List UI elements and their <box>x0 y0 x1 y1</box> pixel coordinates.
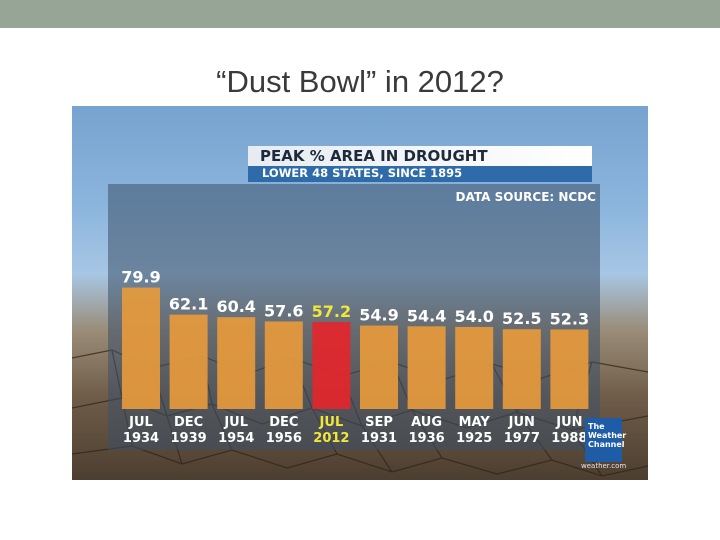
category-year-label: 1954 <box>218 431 254 446</box>
category-month-label: JUN <box>508 415 535 430</box>
category-month-label: SEP <box>365 415 393 430</box>
category-month-label: DEC <box>174 415 203 430</box>
bar <box>360 325 398 409</box>
bar-value-label: 52.5 <box>502 309 541 328</box>
bar <box>502 329 541 409</box>
bar <box>264 321 303 409</box>
category-month-label: JUN <box>555 415 582 430</box>
category-month-label: MAY <box>459 415 491 430</box>
bar-value-label: 60.4 <box>216 297 255 316</box>
bar-value-label: 54.0 <box>454 307 493 326</box>
category-year-label: 1988 <box>551 431 587 446</box>
slide-top-band <box>0 0 720 28</box>
bar-value-label: 52.3 <box>550 310 589 329</box>
logo-text: The Weather Channel <box>588 422 627 449</box>
category-month-label: AUG <box>411 415 442 430</box>
category-year-label: 1925 <box>456 431 492 446</box>
category-month-label: JUL <box>319 415 344 430</box>
category-year-label: 1956 <box>266 431 302 446</box>
category-month-label: JUL <box>223 415 248 430</box>
bar <box>550 329 589 409</box>
category-month-label: JUL <box>128 415 153 430</box>
bar-value-label: 54.9 <box>359 306 398 325</box>
header-title-strip <box>248 146 592 166</box>
bar <box>169 314 208 409</box>
bar-value-label: 54.4 <box>407 306 446 325</box>
category-year-label: 2012 <box>313 431 349 446</box>
bar-value-label: 62.1 <box>169 295 208 314</box>
category-year-label: 1977 <box>504 431 540 446</box>
bar-chart: 79.9JUL193462.1DEC193960.4JUL195457.6DEC… <box>121 268 589 446</box>
category-year-label: 1934 <box>123 431 159 446</box>
category-year-label: 1936 <box>409 431 445 446</box>
logo-website: weather.com <box>581 462 627 470</box>
bar-value-label: 57.6 <box>264 301 303 320</box>
bar <box>455 326 494 409</box>
chart-subtitle: LOWER 48 STATES, SINCE 1895 <box>262 166 463 180</box>
bar-value-label: 57.2 <box>312 302 351 321</box>
category-month-label: DEC <box>269 415 298 430</box>
bar-value-label: 79.9 <box>121 268 160 287</box>
data-source-label: DATA SOURCE: NCDC <box>455 190 596 204</box>
drought-graphic-image: PEAK % AREA IN DROUGHT LOWER 48 STATES, … <box>72 106 648 480</box>
chart-title: PEAK % AREA IN DROUGHT <box>260 147 488 165</box>
bar <box>312 322 351 409</box>
bar <box>217 317 256 409</box>
category-year-label: 1939 <box>171 431 207 446</box>
header-subtitle-strip <box>248 166 592 182</box>
bar <box>122 287 160 409</box>
category-year-label: 1931 <box>361 431 397 446</box>
bar <box>407 326 446 409</box>
slide-title: “Dust Bowl” in 2012? <box>216 64 504 99</box>
weather-channel-logo: The Weather Channel <box>585 418 626 462</box>
